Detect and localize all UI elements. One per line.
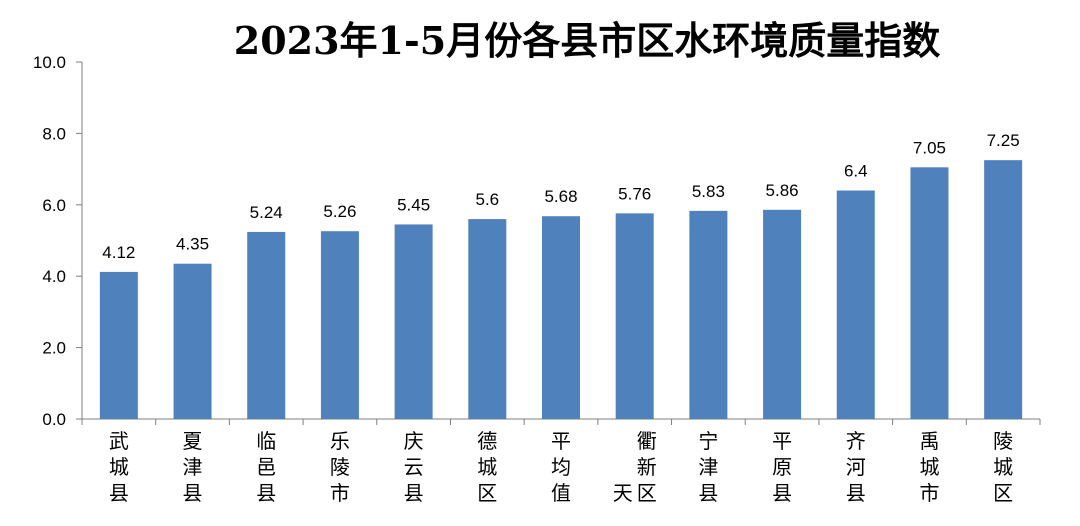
category-label: 宁津县 <box>698 429 718 505</box>
y-tick-label: 6.0 <box>42 196 66 215</box>
category-label-char: 均 <box>551 455 571 479</box>
category-label-char: 县 <box>256 481 276 505</box>
category-label-char: 宁 <box>698 429 718 453</box>
bar <box>910 167 949 419</box>
bar <box>173 263 212 419</box>
category-label-char: 武 <box>109 429 129 453</box>
data-label: 4.12 <box>102 243 135 262</box>
data-label: 5.83 <box>692 182 725 201</box>
category-label: 临邑县 <box>256 429 276 505</box>
data-label: 7.05 <box>913 138 946 157</box>
category-label-char: 原 <box>772 455 792 479</box>
y-tick-label: 4.0 <box>42 267 66 286</box>
category-label-char: 平 <box>551 429 571 453</box>
category-label-char: 县 <box>109 481 129 505</box>
category-label: 平原县 <box>772 429 792 505</box>
bars <box>99 160 1023 420</box>
chart-title: 2023年1-5月份各县市区水环境质量指数 <box>234 18 940 63</box>
category-label-char: 县 <box>698 481 718 505</box>
category-label-char: 天 <box>613 481 633 505</box>
category-label-char: 平 <box>772 429 792 453</box>
bar <box>836 190 875 419</box>
data-labels: 4.12 4.35 5.24 5.26 5.45 5.6 5.68 5.76 5.83 5.86 6… <box>102 131 1019 262</box>
category-label-char: 陵 <box>993 429 1013 453</box>
category-label: 平均值 <box>551 429 571 505</box>
category-label-char: 禹 <box>919 429 939 453</box>
category-label-char: 县 <box>772 481 792 505</box>
bar <box>320 231 359 419</box>
category-label: 天 衢新区 <box>613 429 657 505</box>
bar <box>394 224 433 419</box>
category-label-char: 云 <box>404 455 424 479</box>
y-tick-label: 2.0 <box>42 339 66 358</box>
category-label: 齐河县 <box>846 429 866 505</box>
bar <box>689 210 728 419</box>
category-label-char: 县 <box>404 481 424 505</box>
category-label: 武城县 <box>109 429 129 505</box>
bar <box>984 160 1023 420</box>
category-label: 德城区 <box>477 429 497 505</box>
category-label: 禹城市 <box>919 429 939 505</box>
y-tick-label: 0.0 <box>42 410 66 429</box>
category-label-char: 新 <box>637 455 657 479</box>
category-label-char: 津 <box>183 455 203 479</box>
data-label: 7.25 <box>987 131 1020 150</box>
category-label-char: 邑 <box>256 455 276 479</box>
category-label-char: 城 <box>477 455 497 479</box>
category-label-char: 县 <box>846 481 866 505</box>
category-label-char: 区 <box>477 481 497 505</box>
category-label-char: 市 <box>330 481 350 505</box>
category-label: 庆云县 <box>404 429 424 505</box>
category-label-char: 庆 <box>404 429 424 453</box>
category-label-char: 临 <box>256 429 276 453</box>
bar <box>468 219 507 419</box>
category-label-char: 值 <box>551 481 571 505</box>
y-tick-label: 8.0 <box>42 124 66 143</box>
category-label-char: 城 <box>919 455 939 479</box>
category-label-char: 区 <box>637 481 657 505</box>
category-label-char: 城 <box>993 455 1013 479</box>
bar <box>615 213 654 419</box>
bar <box>542 216 580 419</box>
category-label-char: 县 <box>183 481 203 505</box>
bar <box>99 271 138 419</box>
data-label: 4.35 <box>176 235 209 254</box>
y-axis: 0.0 2.0 4.0 6.0 8.0 10.0 <box>33 53 83 429</box>
category-label: 陵城区 <box>993 429 1013 505</box>
category-label-char: 陵 <box>330 455 350 479</box>
data-label: 5.76 <box>618 184 651 203</box>
category-label-char: 德 <box>477 429 497 453</box>
category-label-char: 夏 <box>183 429 203 453</box>
data-label: 5.68 <box>544 187 577 206</box>
category-label-char: 城 <box>109 455 129 479</box>
category-label-char: 市 <box>919 481 939 505</box>
category-label: 夏津县 <box>183 429 203 505</box>
category-label-char: 河 <box>846 455 866 479</box>
category-label: 乐陵市 <box>330 429 350 505</box>
category-label-char: 乐 <box>330 429 350 453</box>
bar <box>763 209 802 419</box>
category-label-char: 齐 <box>846 429 866 453</box>
data-label: 5.24 <box>250 203 283 222</box>
data-label: 5.6 <box>475 190 499 209</box>
category-label-char: 衢 <box>637 429 657 453</box>
data-label: 5.26 <box>323 202 356 221</box>
y-tick-label: 10.0 <box>33 53 66 72</box>
category-label-char: 区 <box>993 481 1013 505</box>
data-label: 6.4 <box>844 162 868 181</box>
x-axis <box>81 418 1041 425</box>
bar <box>247 231 286 419</box>
data-label: 5.86 <box>766 181 799 200</box>
category-label-char: 津 <box>698 455 718 479</box>
data-label: 5.45 <box>397 195 430 214</box>
